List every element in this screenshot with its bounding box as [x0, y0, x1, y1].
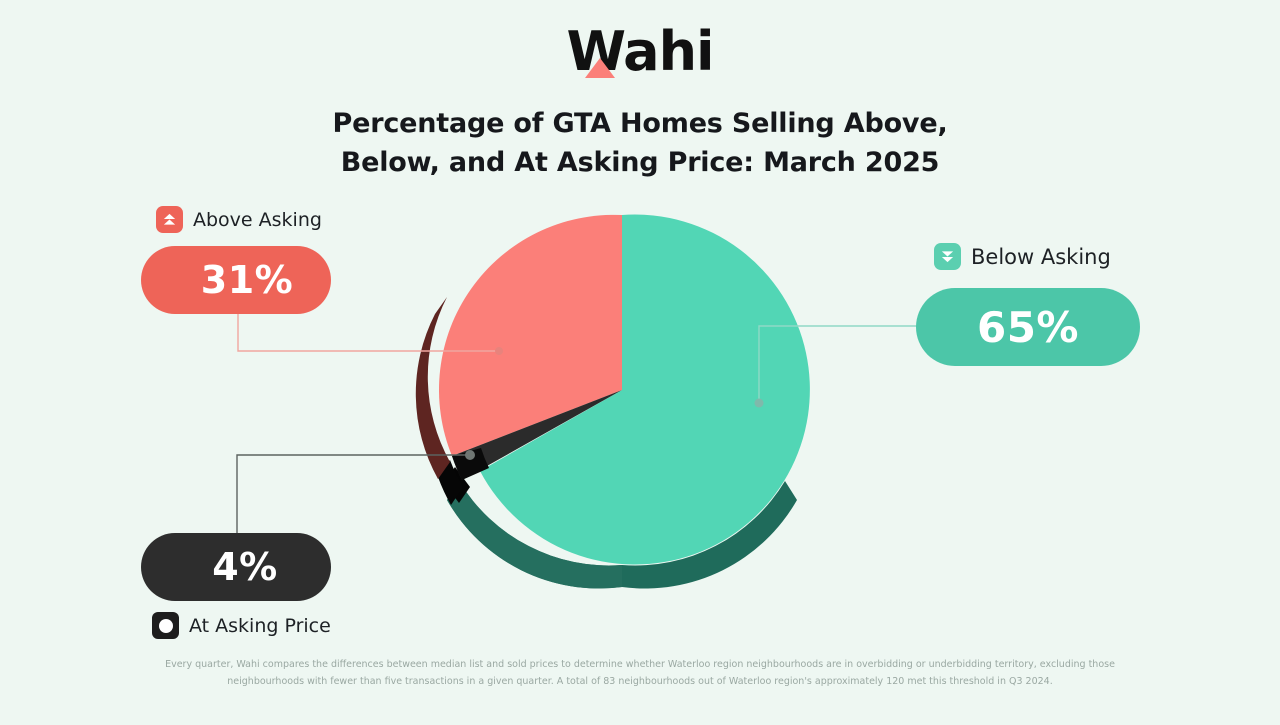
- pie-slice-above: [439, 214, 622, 456]
- arrow-up-icon: [156, 206, 183, 233]
- callout-at-asking-value[interactable]: 4%: [141, 533, 331, 601]
- legend-label-below-asking: Below Asking: [971, 244, 1111, 269]
- circle-icon: [152, 612, 179, 639]
- legend-below-asking[interactable]: Below Asking: [934, 243, 1111, 270]
- arrow-down-icon: [934, 243, 961, 270]
- leader-dot-above: [495, 347, 503, 355]
- page-title: Percentage of GTA Homes Selling Above, B…: [0, 104, 1280, 182]
- below-asking-percentage: 65%: [976, 302, 1080, 352]
- legend-label-above-asking: Above Asking: [193, 208, 322, 231]
- circle-icon-fill: [158, 618, 173, 633]
- legend-label-at-asking-price: At Asking Price: [189, 614, 331, 637]
- pie-depth-at-arc: [438, 460, 463, 505]
- above-asking-percentage: 31%: [200, 258, 294, 302]
- footnote: Every quarter, Wahi compares the differe…: [165, 659, 1115, 687]
- page-title-line-1: Percentage of GTA Homes Selling Above,: [332, 108, 948, 139]
- legend-at-asking-price[interactable]: At Asking Price: [152, 612, 331, 639]
- brand-logo: Wahi: [0, 22, 1280, 84]
- page-title-line-2: Below, and At Asking Price: March 2025: [340, 147, 940, 178]
- pie-slice-below: [480, 214, 810, 565]
- legend-above-asking[interactable]: Above Asking: [156, 206, 322, 233]
- house-roof-icon: [585, 58, 616, 78]
- leader-dot-at: [465, 450, 475, 460]
- leader-dot-below: [754, 398, 764, 408]
- pie-depth-above: [415, 297, 450, 479]
- callout-above-asking-value[interactable]: 31%: [141, 246, 331, 314]
- leader-line-at: [236, 454, 468, 534]
- at-asking-percentage: 4%: [212, 545, 278, 589]
- callout-below-asking-value[interactable]: 65%: [916, 288, 1140, 366]
- leader-line-below: [758, 325, 940, 401]
- leader-line-above: [237, 312, 497, 352]
- pie-slice-at: [452, 390, 622, 480]
- pie-slice-at-shade: [452, 448, 489, 480]
